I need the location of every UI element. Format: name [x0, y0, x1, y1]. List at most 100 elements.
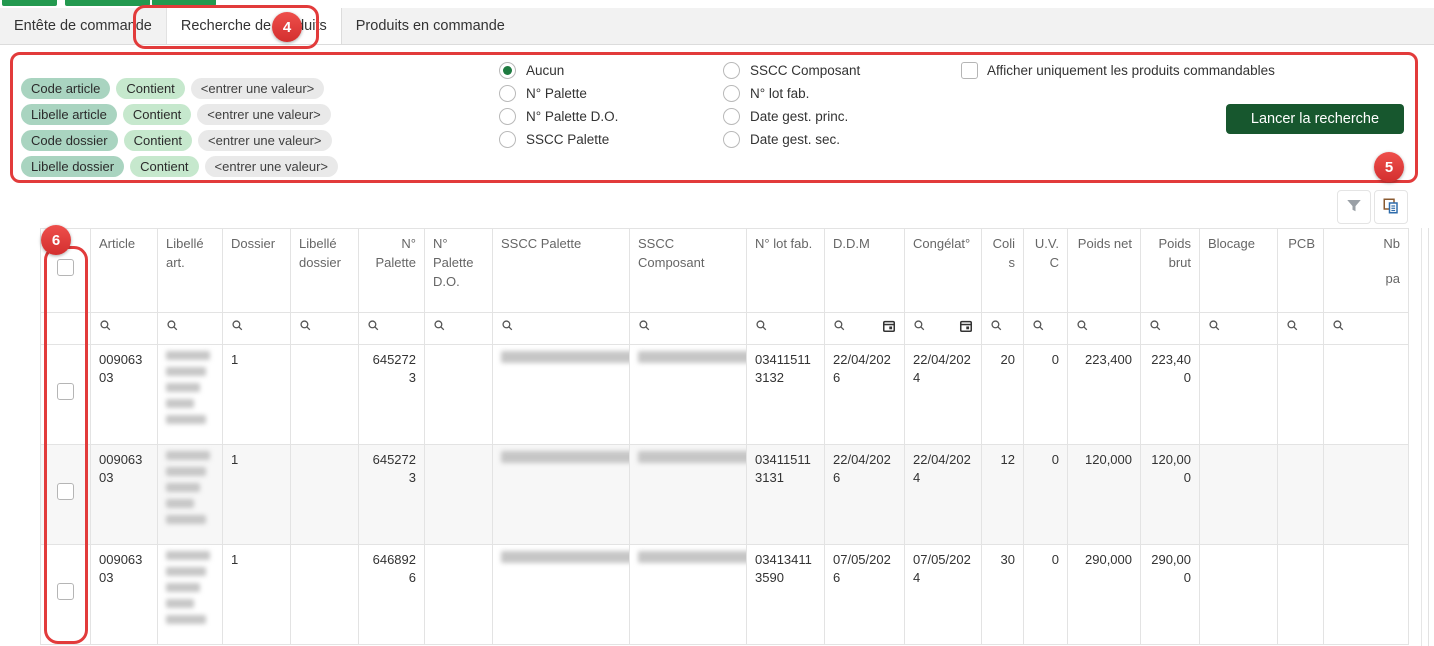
- radio-circle[interactable]: [499, 108, 516, 125]
- col-header-label: Dossier: [231, 236, 276, 251]
- search-icon[interactable]: [1076, 319, 1089, 337]
- radio-label: N° Palette: [526, 86, 587, 101]
- filter-operator-chip[interactable]: Contient: [130, 156, 199, 177]
- calendar-icon[interactable]: [882, 319, 896, 338]
- col-header-libell-dossier[interactable]: Libellé dossier: [290, 228, 359, 313]
- search-icon[interactable]: [833, 319, 846, 337]
- filter-value-chip[interactable]: <entrer une valeur>: [198, 130, 332, 151]
- radio-option-sscc-palette[interactable]: SSCC Palette: [499, 131, 618, 148]
- tab-entete-de-commande[interactable]: Entête de commande: [0, 8, 167, 44]
- radio-circle[interactable]: [499, 62, 516, 79]
- filter-cell-inner: [1286, 319, 1315, 337]
- col-header-sscc-palette[interactable]: SSCC Palette: [492, 228, 630, 313]
- search-icon[interactable]: [99, 319, 112, 337]
- filter-operator-chip[interactable]: Contient: [116, 78, 185, 99]
- search-icon[interactable]: [501, 319, 514, 337]
- radio-option-n-palette-d-o[interactable]: N° Palette D.O.: [499, 108, 618, 125]
- radio-circle[interactable]: [723, 108, 740, 125]
- search-icon[interactable]: [638, 319, 651, 337]
- search-icon[interactable]: [367, 319, 380, 337]
- filter-field-chip-code-article[interactable]: Code article: [21, 78, 111, 99]
- partial-toolbar-button[interactable]: [152, 0, 216, 6]
- col-header-poids-brut[interactable]: Poids brut: [1140, 228, 1200, 313]
- col-header-blocage[interactable]: Blocage: [1199, 228, 1278, 313]
- cell-blocage: [1199, 444, 1278, 545]
- search-icon[interactable]: [1149, 319, 1162, 337]
- col-header-n-palette[interactable]: N° Palette: [358, 228, 425, 313]
- filter-cell-inner: [367, 319, 416, 337]
- filter-field-chip-libelle-dossier[interactable]: Libelle dossier: [21, 156, 125, 177]
- col-header-colis[interactable]: Colis: [981, 228, 1024, 313]
- filter-field-chip-libelle-article[interactable]: Libelle article: [21, 104, 117, 125]
- radio-circle[interactable]: [499, 131, 516, 148]
- radio-option-sscc-composant[interactable]: SSCC Composant: [723, 62, 860, 79]
- search-icon[interactable]: [231, 319, 244, 337]
- col-header-n-lot-fab[interactable]: N° lot fab.: [746, 228, 825, 313]
- search-mode-radios-col2: SSCC Composant N° lot fab. Date gest. prin…: [723, 62, 860, 148]
- radio-circle[interactable]: [723, 62, 740, 79]
- row-select-checkbox[interactable]: [57, 383, 74, 401]
- col-header-poids-net[interactable]: Poids net: [1067, 228, 1141, 313]
- select-all-checkbox[interactable]: [57, 259, 74, 277]
- col-header-libell-art[interactable]: Libellé art.: [157, 228, 223, 313]
- filter-operator-chip[interactable]: Contient: [122, 104, 192, 125]
- blurred-text-block: [166, 351, 214, 424]
- col-header-select[interactable]: [40, 228, 91, 313]
- col-header-article[interactable]: Article: [90, 228, 158, 313]
- grid-filter-button[interactable]: [1337, 190, 1371, 224]
- cell-poids-net: 223,400: [1067, 344, 1141, 445]
- col-header-cong-lat[interactable]: Congélat°: [904, 228, 982, 313]
- search-icon[interactable]: [166, 319, 179, 337]
- blurred-text-block: [166, 551, 214, 624]
- radio-option-date-gest-sec[interactable]: Date gest. sec.: [723, 131, 860, 148]
- tab-produits-en-commande[interactable]: Produits en commande: [342, 8, 519, 44]
- search-icon[interactable]: [913, 319, 926, 337]
- partial-toolbar-button[interactable]: [2, 0, 57, 6]
- col-header-dossier[interactable]: Dossier: [222, 228, 291, 313]
- search-icon[interactable]: [1208, 319, 1221, 337]
- filter-value-chip[interactable]: <entrer une valeur>: [190, 78, 325, 99]
- filter-field-chip-code-dossier[interactable]: Code dossier: [21, 130, 118, 151]
- col-header-nb[interactable]: Nb pa: [1323, 228, 1409, 313]
- radio-option-n-lot-fab[interactable]: N° lot fab.: [723, 85, 860, 102]
- search-icon[interactable]: [990, 319, 1003, 337]
- col-header-n-palette-d-o[interactable]: N° Palette D.O.: [424, 228, 493, 313]
- row-select-checkbox[interactable]: [57, 483, 74, 501]
- copy-grid-button[interactable]: [1374, 190, 1408, 224]
- col-header-sscc-composant[interactable]: SSCC Composant: [629, 228, 747, 313]
- search-icon[interactable]: [433, 319, 446, 337]
- radio-circle[interactable]: [499, 85, 516, 102]
- row-select-checkbox[interactable]: [57, 583, 74, 601]
- filter-cell-inner: [166, 319, 214, 337]
- radio-option-date-gest-princ[interactable]: Date gest. princ.: [723, 108, 860, 125]
- filter-cell-poids-net: [1067, 312, 1141, 345]
- table-row: 00906303 1 6452723 034115113131 22/04/2026 22…: [40, 444, 1409, 545]
- col-header-u-v-c[interactable]: U.V.C: [1023, 228, 1068, 313]
- orderable-only-checkbox[interactable]: [961, 62, 978, 79]
- search-icon[interactable]: [1032, 319, 1045, 337]
- search-icon[interactable]: [299, 319, 312, 337]
- filter-value-chip[interactable]: <entrer une valeur>: [204, 156, 338, 177]
- filter-cell-u-v-c: [1023, 312, 1068, 345]
- tab-recherche-de-produits[interactable]: Recherche de produits: [166, 8, 342, 44]
- search-icon[interactable]: [1286, 319, 1299, 337]
- filter-operator-chip[interactable]: Contient: [123, 130, 193, 151]
- col-header-d-d-m[interactable]: D.D.M: [824, 228, 905, 313]
- blurred-line: [166, 583, 200, 592]
- search-icon[interactable]: [1332, 319, 1345, 337]
- col-header-pcb[interactable]: PCB: [1277, 228, 1324, 313]
- radio-option-aucun[interactable]: Aucun: [499, 62, 618, 79]
- search-icon[interactable]: [755, 319, 768, 337]
- filter-value-chip[interactable]: <entrer une valeur>: [197, 104, 331, 125]
- radio-circle[interactable]: [723, 85, 740, 102]
- radio-option-n-palette[interactable]: N° Palette: [499, 85, 618, 102]
- col-header-label: Blocage: [1208, 236, 1255, 251]
- launch-search-button[interactable]: Lancer la recherche: [1226, 104, 1404, 134]
- col-header-label: PCB: [1288, 236, 1315, 251]
- calendar-icon[interactable]: [959, 319, 973, 338]
- grid-toolbar: [1337, 190, 1408, 224]
- partial-toolbar-button[interactable]: [65, 0, 150, 6]
- radio-label: N° lot fab.: [750, 86, 810, 101]
- filter-cell-n-palette-d-o: [424, 312, 493, 345]
- radio-circle[interactable]: [723, 131, 740, 148]
